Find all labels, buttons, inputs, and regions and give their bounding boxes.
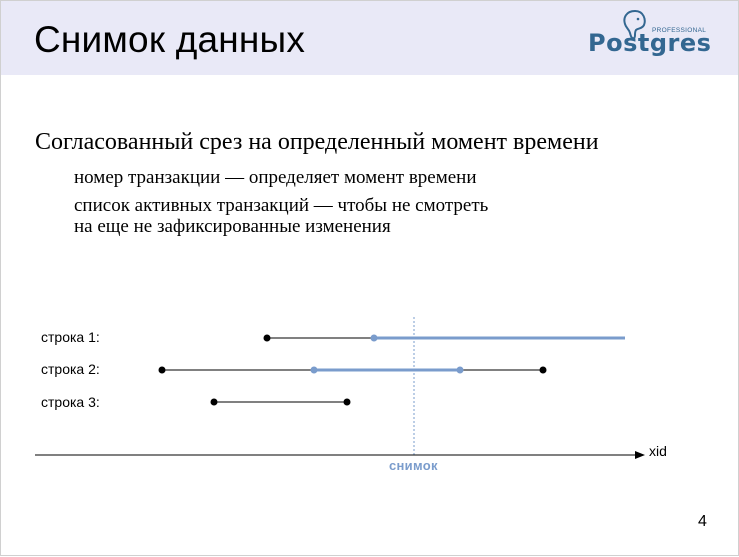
xid-axis-arrowhead [635, 451, 645, 459]
row-2-start-point [158, 366, 166, 374]
row-3-label: строка 3: [41, 394, 100, 410]
slide-title: Снимок данных [34, 19, 306, 60]
elephant-icon [623, 9, 646, 40]
row-2-visible-start-point [310, 366, 318, 374]
row-2-label: строка 2: [41, 361, 100, 377]
row-1-visible-start-point [370, 334, 378, 342]
row-3-start-point [210, 398, 218, 406]
logo-subtitle: PROFESSIONAL [652, 27, 707, 34]
xid-axis-label: xid [649, 443, 667, 459]
bullet-2-line1: список активных транзакций — чтобы не см… [74, 195, 489, 216]
postgres-professional-logo: Postgres PROFESSIONAL [588, 9, 718, 65]
page-number: 4 [698, 513, 707, 530]
bullet-2-line2: на еще не зафиксированные изменения [74, 216, 391, 237]
row-1-start-point [263, 334, 271, 342]
row-3-end-point [343, 398, 351, 406]
row-2-visible-end-point [456, 366, 464, 374]
snapshot-label: снимок [389, 458, 438, 473]
logo-wordmark: Postgres [588, 29, 712, 57]
row-2-end-point [539, 366, 547, 374]
bullet-1: номер транзакции — определяет момент вре… [74, 167, 477, 188]
row-1-label: строка 1: [41, 329, 100, 345]
slide-header: Снимок данных Postgres PROFESSIONAL [1, 1, 738, 75]
main-heading: Согласованный срез на определенный момен… [35, 129, 599, 155]
